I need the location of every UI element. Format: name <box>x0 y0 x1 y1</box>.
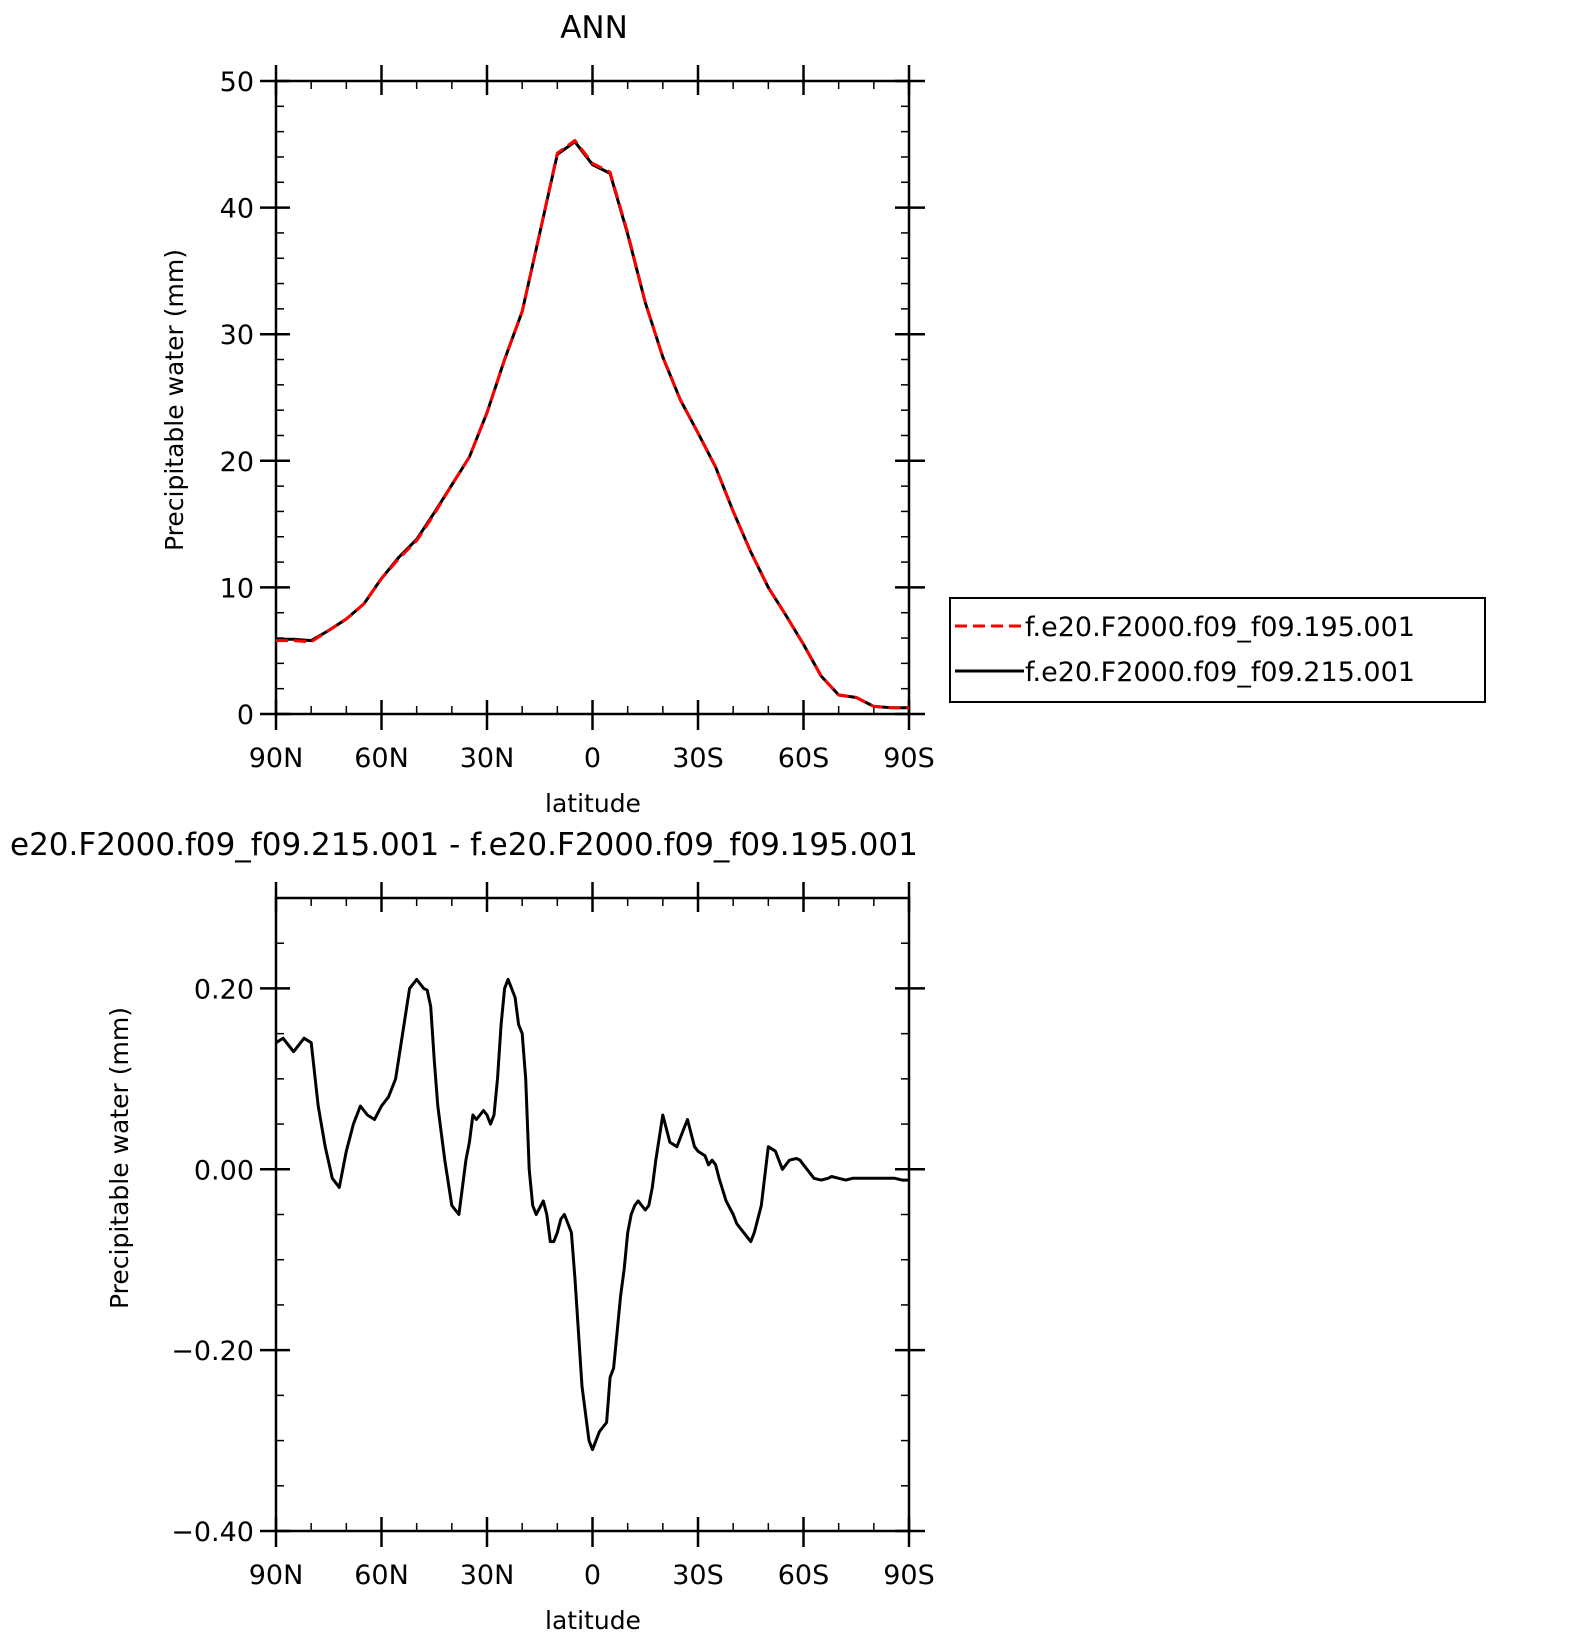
x-tick-label: 30S <box>672 1560 724 1591</box>
x-tick-label: 30N <box>460 1560 515 1591</box>
y-tick-label: 0.20 <box>194 974 254 1005</box>
x-axis-label: latitude <box>545 789 641 818</box>
x-tick-label: 0 <box>584 743 601 774</box>
y-tick-label: 50 <box>220 67 254 98</box>
y-tick-label: −0.20 <box>171 1336 254 1367</box>
y-tick-label: 0.00 <box>194 1155 254 1186</box>
x-tick-label: 60N <box>354 743 409 774</box>
x-tick-label: 60N <box>354 1560 409 1591</box>
legend-label-1: f.e20.F2000.f09_f09.195.001 <box>1025 612 1415 643</box>
x-tick-label: 60S <box>778 743 830 774</box>
x-tick-label: 90N <box>249 743 304 774</box>
x-tick-label: 0 <box>584 1560 601 1591</box>
x-axis-label: latitude <box>545 1606 641 1635</box>
x-tick-label: 90N <box>249 1560 304 1591</box>
legend: f.e20.F2000.f09_f09.195.001 f.e20.F2000.… <box>949 597 1486 703</box>
legend-label-2: f.e20.F2000.f09_f09.215.001 <box>1025 657 1415 688</box>
x-tick-labels: 90N 60N 30N 0 30S 60S 90S <box>249 743 935 774</box>
x-tick-labels: 90N 60N 30N 0 30S 60S 90S <box>249 1560 935 1591</box>
y-tick-label: 30 <box>220 320 254 351</box>
series-group <box>275 977 909 1452</box>
axis-ticks <box>260 882 925 1547</box>
y-axis-label: Precipitable water (mm) <box>105 1007 134 1309</box>
y-tick-labels: −0.40 −0.20 0.00 0.20 <box>171 974 254 1548</box>
series-line-1 <box>276 139 909 710</box>
y-tick-label: 10 <box>220 573 254 604</box>
series-line-2 <box>276 140 909 710</box>
y-axis-label: Precipitable water (mm) <box>160 249 189 551</box>
series-line-1 <box>275 977 909 1452</box>
x-tick-label: 90S <box>883 1560 935 1591</box>
chart-mean: ANN 0 10 20 30 40 50 90N 60N 30N 0 30S 60S 90S Prec… <box>160 10 1486 818</box>
x-tick-label: 30S <box>672 743 724 774</box>
x-tick-label: 60S <box>778 1560 830 1591</box>
plot-frame <box>274 79 911 716</box>
y-tick-label: 40 <box>220 194 254 225</box>
plot-frame <box>274 896 911 1533</box>
axis-ticks <box>260 65 925 730</box>
y-tick-labels: 0 10 20 30 40 50 <box>220 67 254 731</box>
series-group <box>276 139 909 710</box>
x-tick-label: 90S <box>883 743 935 774</box>
y-tick-label: 20 <box>220 447 254 478</box>
y-tick-label: −0.40 <box>171 1517 254 1548</box>
legend-box <box>949 597 1486 703</box>
x-tick-label: 30N <box>460 743 515 774</box>
chart-difference: e20.F2000.f09_f09.215.001 - f.e20.F2000.… <box>10 827 935 1635</box>
y-tick-label: 0 <box>237 700 254 731</box>
chart-title: ANN <box>560 10 628 46</box>
chart-title: e20.F2000.f09_f09.215.001 - f.e20.F2000.… <box>10 827 918 863</box>
